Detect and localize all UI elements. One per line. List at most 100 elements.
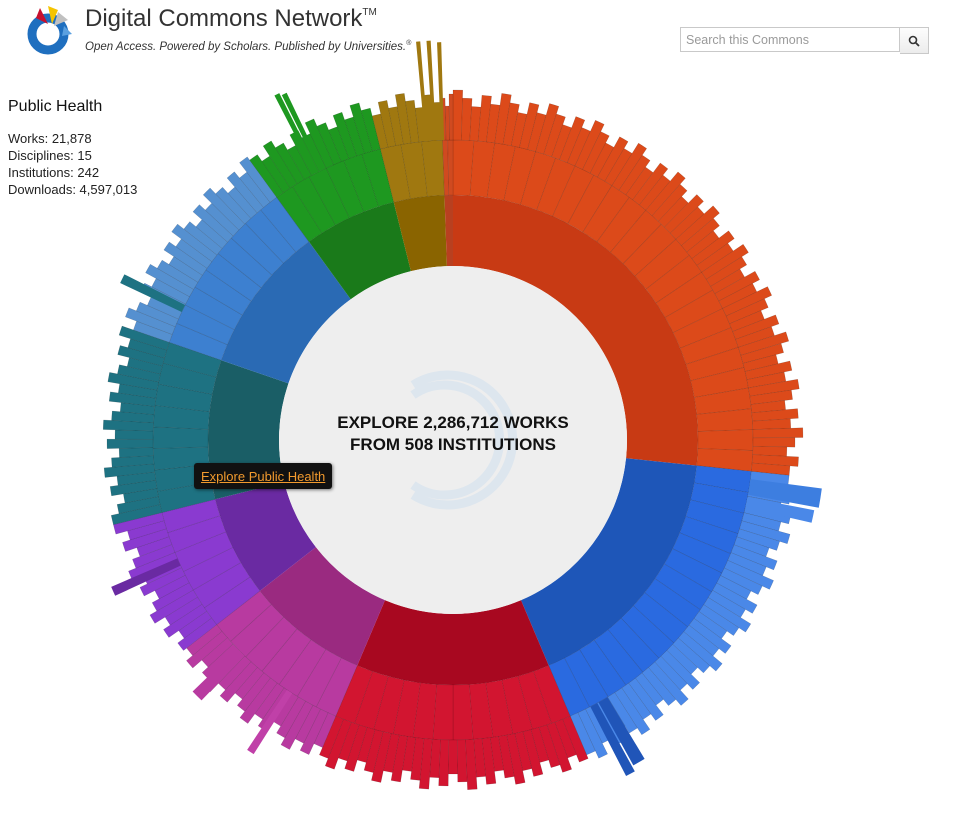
sunburst-outer-segment[interactable]	[304, 118, 335, 169]
sunburst-outer-segment[interactable]	[125, 307, 176, 335]
sunburst-outer-segment[interactable]	[604, 148, 633, 186]
sunburst-outer-segment[interactable]	[456, 739, 468, 783]
sunburst-outer-segment[interactable]	[698, 604, 740, 636]
sunburst-middle-segment[interactable]	[205, 253, 262, 302]
sunburst-middle-segment[interactable]	[685, 346, 745, 382]
sunburst-outer-segment[interactable]	[551, 124, 572, 160]
search-input[interactable]	[680, 27, 900, 52]
sunburst-middle-segment[interactable]	[176, 304, 235, 346]
sunburst-middle-segment[interactable]	[217, 237, 273, 289]
sunburst-outer-segment[interactable]	[111, 410, 155, 424]
sunburst-middle-segment[interactable]	[622, 223, 677, 277]
sunburst-outer-segment[interactable]	[275, 142, 305, 184]
sunburst-inner-segment[interactable]	[453, 195, 698, 466]
center-explore-line-1[interactable]: EXPLORE 2,286,712 WORKS	[337, 413, 569, 432]
sunburst-outer-segment[interactable]	[349, 102, 373, 154]
sunburst-middle-segment[interactable]	[696, 448, 754, 472]
sunburst-outer-segment[interactable]	[618, 154, 651, 196]
sunburst-outer-segment[interactable]	[132, 544, 176, 569]
sunburst-middle-segment[interactable]	[245, 616, 298, 672]
sunburst-outer-segment[interactable]	[554, 718, 577, 759]
sunburst-outer-segment[interactable]	[452, 89, 464, 141]
sunburst-outer-segment[interactable]	[654, 655, 688, 691]
sunburst-middle-segment[interactable]	[174, 531, 234, 572]
sunburst-outer-segment[interactable]	[621, 682, 652, 720]
sunburst-outer-segment[interactable]	[741, 512, 782, 532]
sunburst-outer-segment[interactable]	[469, 106, 482, 142]
sunburst-outer-segment[interactable]	[651, 183, 688, 222]
sunburst-outer-segment[interactable]	[133, 320, 173, 343]
sunburst-outer-segment[interactable]	[139, 567, 186, 597]
sunburst-outer-segment[interactable]	[725, 298, 769, 325]
sunburst-middle-segment[interactable]	[373, 675, 405, 735]
sunburst-outer-segment[interactable]	[658, 196, 689, 228]
sunburst-outer-segment[interactable]	[683, 624, 720, 657]
sunburst-outer-segment[interactable]	[177, 617, 217, 651]
sunburst-outer-segment[interactable]	[669, 206, 705, 240]
sunburst-outlier-segment[interactable]	[745, 497, 815, 523]
sunburst-inner-segment[interactable]	[215, 482, 316, 591]
sunburst-outer-segment[interactable]	[383, 733, 400, 773]
sunburst-outer-segment[interactable]	[294, 704, 321, 744]
sunburst-middle-segment[interactable]	[564, 649, 609, 708]
sunburst-middle-segment[interactable]	[442, 139, 450, 196]
sunburst-outer-segment[interactable]	[752, 437, 796, 448]
sunburst-outer-segment[interactable]	[118, 447, 154, 458]
sunburst-middle-segment[interactable]	[579, 639, 627, 698]
sunburst-outer-segment[interactable]	[582, 131, 610, 174]
sunburst-middle-segment[interactable]	[343, 153, 380, 213]
sunburst-outer-segment[interactable]	[164, 596, 203, 626]
sunburst-outer-segment[interactable]	[135, 301, 179, 328]
sunburst-outlier-segment[interactable]	[274, 93, 319, 174]
sunburst-outer-segment[interactable]	[448, 93, 454, 141]
sunburst-outer-segment[interactable]	[589, 142, 615, 178]
sunburst-outer-segment[interactable]	[489, 736, 504, 772]
sunburst-outer-segment[interactable]	[156, 259, 199, 290]
sunburst-middle-segment[interactable]	[230, 603, 285, 658]
sunburst-outer-segment[interactable]	[195, 219, 228, 249]
sunburst-outer-segment[interactable]	[597, 136, 629, 182]
sunburst-outer-segment[interactable]	[402, 736, 417, 772]
sunburst-outer-segment[interactable]	[577, 708, 608, 759]
sunburst-outer-segment[interactable]	[638, 174, 671, 211]
sunburst-outer-segment[interactable]	[239, 156, 278, 203]
sunburst-outer-segment[interactable]	[371, 113, 389, 150]
sunburst-middle-segment[interactable]	[672, 308, 732, 349]
sunburst-outer-segment[interactable]	[645, 171, 686, 217]
sunburst-middle-segment[interactable]	[292, 176, 336, 234]
sunburst-outer-segment[interactable]	[730, 544, 778, 571]
sunburst-middle-segment[interactable]	[162, 341, 222, 378]
sunburst-middle-segment[interactable]	[582, 185, 630, 243]
sunburst-outer-segment[interactable]	[738, 331, 790, 356]
sunburst-middle-segment[interactable]	[645, 254, 703, 304]
sunburst-inner-segment[interactable]	[520, 458, 697, 666]
sunburst-outer-segment[interactable]	[171, 223, 218, 262]
sunburst-outer-segment[interactable]	[559, 116, 586, 163]
sunburst-outer-segment[interactable]	[519, 102, 540, 150]
sunburst-outer-segment[interactable]	[722, 286, 773, 317]
sunburst-outer-segment[interactable]	[628, 677, 664, 721]
sunburst-outer-segment[interactable]	[611, 142, 648, 191]
sunburst-outer-segment[interactable]	[736, 528, 780, 551]
sunburst-middle-segment[interactable]	[672, 532, 732, 574]
search-button[interactable]	[900, 27, 929, 54]
sunburst-outer-segment[interactable]	[394, 93, 412, 145]
sunburst-outer-segment[interactable]	[632, 162, 669, 206]
sunburst-middle-segment[interactable]	[690, 367, 749, 398]
sunburst-inner-segment[interactable]	[308, 202, 411, 300]
sunburst-outer-segment[interactable]	[562, 715, 589, 763]
sunburst-middle-segment[interactable]	[503, 146, 537, 205]
sunburst-outer-segment[interactable]	[344, 724, 368, 772]
sunburst-outlier-segment[interactable]	[747, 479, 822, 508]
sunburst-outer-segment[interactable]	[360, 107, 381, 152]
sunburst-outer-segment[interactable]	[703, 597, 752, 633]
sunburst-outer-segment[interactable]	[712, 582, 758, 614]
sunburst-outlier-segment[interactable]	[192, 648, 245, 701]
sunburst-middle-segment[interactable]	[203, 576, 261, 626]
sunburst-outer-segment[interactable]	[332, 111, 358, 159]
sunburst-outer-segment[interactable]	[151, 278, 190, 305]
sunburst-outer-segment[interactable]	[566, 127, 591, 167]
sunburst-outer-segment[interactable]	[461, 97, 473, 141]
sunburst-inner-segment[interactable]	[259, 547, 386, 666]
sunburst-outer-segment[interactable]	[183, 221, 223, 256]
